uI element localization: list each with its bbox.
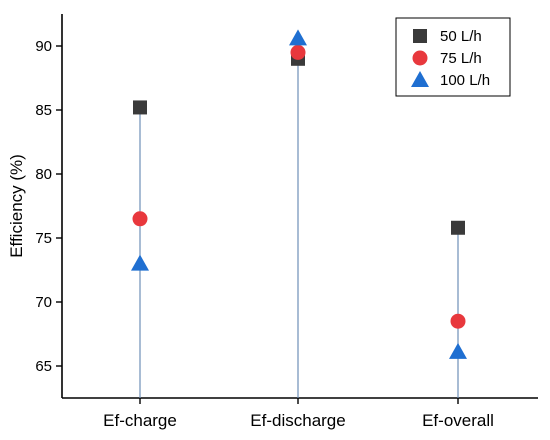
y-tick-label: 85 [35, 102, 52, 119]
y-tick-label: 80 [35, 166, 52, 183]
legend: 50 L/h 75 L/h 100 L/h [395, 17, 511, 97]
x-tick-label: Ef-discharge [250, 411, 345, 430]
y-tick-label: 90 [35, 38, 52, 55]
data-point-square [451, 220, 465, 235]
data-point-square [133, 100, 147, 115]
y-axis-title: Efficiency (%) [7, 154, 26, 258]
legend-marker-square [413, 29, 427, 43]
y-ticks: 65 70 75 80 85 90 [35, 38, 62, 375]
stems [139, 38, 459, 398]
data-point-triangle [289, 29, 307, 46]
data-point-triangle [449, 342, 467, 359]
data-markers [131, 29, 467, 359]
data-point-circle [450, 313, 466, 329]
legend-marker-circle [412, 50, 428, 66]
legend-label: 50 L/h [440, 28, 482, 45]
x-tick-label: Ef-overall [422, 411, 494, 430]
legend-label: 75 L/h [440, 50, 482, 67]
y-tick-label: 65 [35, 358, 52, 375]
y-tick-label: 75 [35, 230, 52, 247]
x-ticks: Ef-charge Ef-discharge Ef-overall [103, 398, 494, 430]
y-tick-label: 70 [35, 294, 52, 311]
x-tick-label: Ef-charge [103, 411, 177, 430]
legend-marker-triangle [411, 71, 429, 87]
data-point-circle [290, 44, 306, 60]
data-point-triangle [131, 254, 149, 271]
legend-label: 100 L/h [440, 72, 490, 89]
data-point-circle [132, 211, 148, 227]
